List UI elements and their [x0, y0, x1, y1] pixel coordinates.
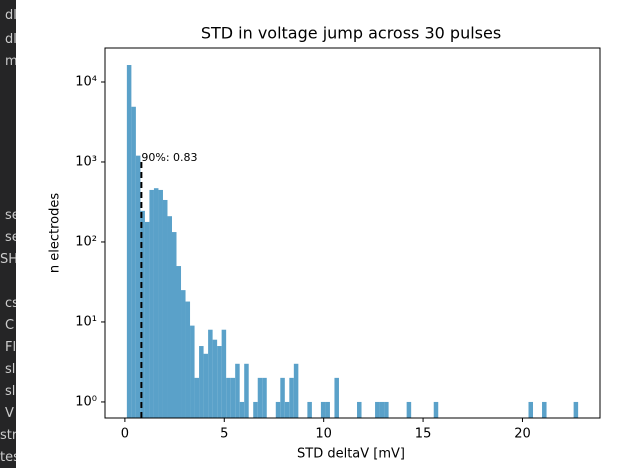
bar: [275, 401, 281, 418]
bar: [239, 401, 245, 418]
sidebar-item[interactable]: sl: [5, 362, 16, 377]
y-axis-label: n electrodes: [48, 193, 63, 273]
bar: [293, 363, 299, 418]
x-tick-label: 0: [121, 427, 129, 442]
bar: [140, 210, 145, 418]
bar: [573, 401, 579, 418]
bar: [542, 401, 547, 418]
sidebar-item[interactable]: se: [5, 230, 16, 245]
x-axis-label: STD deltaV [mV]: [297, 447, 405, 462]
bar: [379, 401, 385, 418]
sidebar-item[interactable]: sl: [5, 384, 16, 399]
y-tick-label: 10⁰: [75, 394, 97, 409]
sidebar-item[interactable]: dl: [5, 32, 16, 47]
x-tick-label: 20: [514, 427, 531, 442]
sidebar-item[interactable]: se: [5, 208, 16, 223]
y-tick-label: 10³: [75, 154, 97, 169]
y-tick-label: 10²: [75, 234, 97, 249]
bar: [171, 232, 177, 418]
bar: [375, 401, 380, 418]
sidebar-item[interactable]: dl: [5, 8, 16, 23]
sidebar-item[interactable]: tes: [0, 450, 16, 465]
bar: [334, 377, 339, 418]
bar: [230, 377, 236, 418]
sidebar-item[interactable]: SH: [0, 252, 16, 267]
bar: [212, 339, 218, 418]
chart-title: STD in voltage jump across 30 pulses: [201, 24, 501, 43]
bar: [190, 325, 195, 418]
bar: [253, 401, 258, 418]
bar: [131, 106, 136, 418]
bar: [406, 401, 412, 418]
annotation-text: 90%: 0.83: [141, 151, 197, 164]
bar: [194, 377, 200, 418]
bar: [226, 377, 231, 418]
sidebar-item[interactable]: Fl: [5, 340, 16, 355]
x-tick-label: 15: [415, 427, 432, 442]
y-tick-label: 10¹: [75, 314, 97, 329]
bar: [167, 216, 172, 418]
bar: [528, 401, 534, 418]
sidebar-item[interactable]: C: [5, 318, 15, 333]
sidebar-item[interactable]: m: [5, 54, 16, 69]
sidebar-item[interactable]: V: [5, 406, 14, 421]
bar: [325, 401, 330, 418]
bar: [433, 401, 439, 418]
bar: [280, 377, 285, 418]
bar: [289, 377, 294, 418]
bar: [176, 266, 182, 418]
bar: [384, 401, 389, 418]
sidebar: dl dl m se se SH cs C Fl sl sl V str tes: [0, 0, 16, 468]
x-tick-label: 10: [315, 427, 332, 442]
bar: [158, 189, 163, 418]
bar: [257, 377, 263, 418]
bar: [244, 363, 249, 418]
x-tick-label: 5: [220, 427, 228, 442]
sidebar-item[interactable]: str: [0, 428, 16, 443]
bar: [144, 221, 150, 418]
bar: [307, 401, 312, 418]
chart: STD in voltage jump across 30 pulses STD…: [48, 24, 601, 462]
bar: [199, 346, 204, 418]
bar: [203, 353, 209, 418]
y-tick-label: 10⁴: [75, 74, 97, 89]
bar: [221, 329, 227, 418]
bar: [181, 290, 186, 418]
sidebar-item[interactable]: cs: [5, 296, 16, 311]
bar: [153, 188, 159, 418]
bar: [135, 155, 141, 418]
bar: [357, 401, 362, 418]
bar: [126, 65, 132, 418]
bar: [235, 363, 240, 418]
bar: [208, 329, 213, 418]
bar: [162, 199, 168, 418]
bar: [217, 346, 222, 418]
bar: [185, 301, 191, 418]
bar: [284, 401, 290, 418]
bar: [320, 401, 326, 418]
bar: [149, 189, 154, 418]
axes-frame: [104, 47, 601, 419]
bar: [262, 377, 267, 418]
